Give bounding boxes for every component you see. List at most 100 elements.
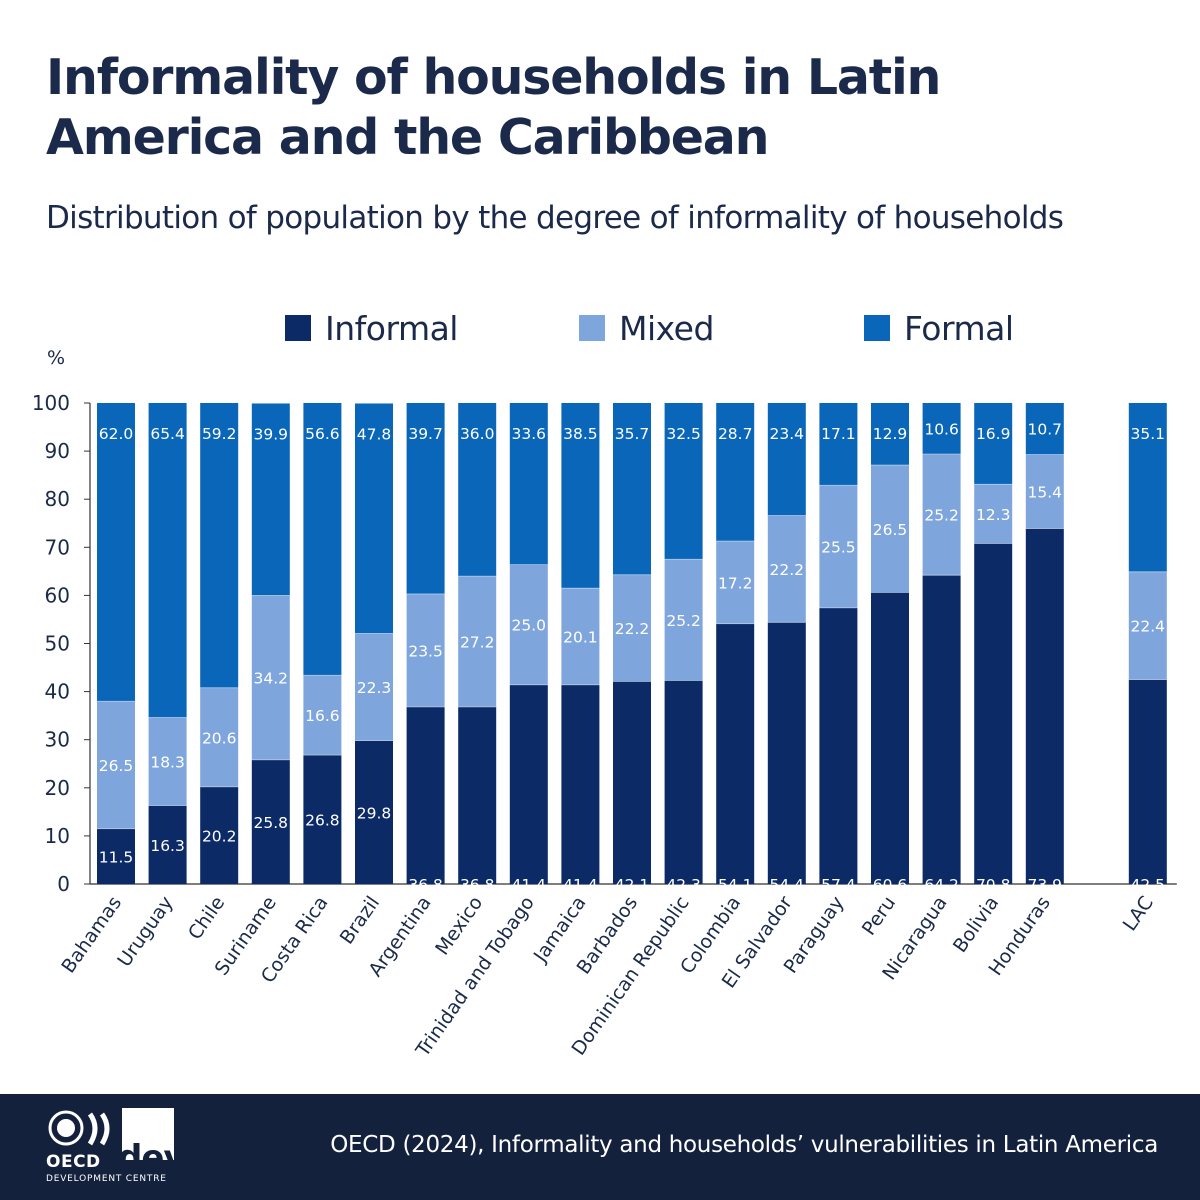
oecd-dev-logo: OECD dev DEVELOPMENT CENTRE (46, 1108, 186, 1188)
data-label-mixed: 25.2 (666, 612, 701, 630)
data-label-formal: 59.2 (202, 425, 237, 443)
data-label-formal: 47.8 (357, 425, 392, 443)
data-label-formal: 65.4 (150, 425, 185, 443)
data-label-formal: 39.7 (408, 425, 443, 443)
data-label-formal: 28.7 (718, 425, 753, 443)
bar-segment-formal (355, 403, 393, 634)
bar-segment-informal (561, 684, 600, 884)
data-label-formal: 56.6 (305, 425, 340, 443)
x-category-label: Bolivia (949, 892, 1003, 957)
bar-segment-formal (819, 403, 858, 486)
logo-oecd-text: OECD (46, 1152, 101, 1172)
data-label-mixed: 25.2 (924, 507, 959, 525)
bar-segment-mixed (355, 633, 393, 741)
data-label-informal: 16.3 (150, 837, 185, 855)
bar-segment-informal (922, 575, 961, 884)
data-label-informal: 20.2 (202, 827, 237, 845)
bar-segment-formal (1025, 403, 1064, 455)
y-axis-unit-label: % (47, 347, 65, 369)
globe-icon (48, 1110, 84, 1146)
bar-segment-mixed (303, 675, 342, 756)
bar-segment-formal (148, 403, 187, 718)
footer-bar: OECD dev DEVELOPMENT CENTRE OECD (2024),… (0, 1094, 1200, 1200)
legend-label-informal: Informal (325, 308, 458, 348)
bar-segment-mixed (716, 541, 755, 624)
bar-segment-formal (97, 403, 135, 702)
data-label-formal: 12.9 (873, 425, 908, 443)
x-category-label: Peru (858, 892, 900, 939)
oecd-arcs-icon (87, 1112, 110, 1146)
data-label-formal: 10.6 (924, 420, 959, 438)
data-label-mixed: 16.6 (305, 707, 340, 725)
legend-label-formal: Formal (904, 308, 1014, 348)
bar-segment-mixed (561, 588, 600, 685)
data-label-mixed: 34.2 (254, 670, 289, 688)
data-label-mixed: 22.4 (1131, 618, 1166, 636)
data-label-mixed: 25.5 (821, 539, 856, 557)
data-label-mixed: 12.3 (976, 506, 1011, 524)
data-label-informal: 42.5 (1131, 876, 1166, 894)
data-label-informal: 70.8 (976, 876, 1011, 894)
data-label-informal: 42.1 (615, 876, 650, 894)
data-label-mixed: 20.1 (563, 629, 598, 647)
logo-dev-text: dev (118, 1138, 186, 1178)
data-label-formal: 32.5 (666, 425, 701, 443)
bar-segment-mixed (664, 559, 703, 681)
legend-label-mixed: Mixed (619, 308, 714, 348)
data-label-mixed: 20.6 (202, 729, 237, 747)
data-label-informal: 73.9 (1028, 876, 1063, 894)
bar-segment-informal (509, 684, 548, 884)
data-label-formal: 17.1 (821, 425, 856, 443)
data-label-informal: 54.4 (770, 876, 805, 894)
bar-segment-mixed (200, 687, 239, 787)
bar-segment-formal (974, 403, 1013, 485)
bar-segment-formal (458, 403, 497, 577)
data-label-mixed: 26.5 (873, 521, 908, 539)
stacked-bar-chart: % 0 10 20 30 40 50 60 70 80 90 100 11.5 26.5 62.0 Baham… (32, 347, 1177, 1062)
bar-segment-informal (613, 681, 651, 884)
data-label-formal: 38.5 (563, 425, 598, 443)
data-label-informal: 64.2 (924, 876, 959, 894)
x-category-label: Chile (184, 892, 229, 944)
legend-item-mixed: Mixed (579, 308, 714, 348)
x-category-label: Bahamas (57, 892, 126, 977)
data-label-formal: 36.0 (460, 425, 495, 443)
data-label-informal: 26.8 (305, 812, 340, 830)
logo-development-centre-text: DEVELOPMENT CENTRE (46, 1174, 167, 1184)
bar-segment-informal (200, 786, 239, 884)
bar-segment-formal (509, 403, 548, 565)
legend: Informal Mixed Formal (0, 308, 1200, 348)
data-label-formal: 10.7 (1028, 421, 1063, 439)
bar-segment-informal (716, 623, 755, 884)
bar-segment-formal (613, 403, 651, 575)
legend-item-informal: Informal (285, 308, 458, 348)
data-label-informal: 36.8 (408, 876, 443, 894)
chart-title: Informality of households in Latin Ameri… (46, 49, 941, 166)
bar-segment-informal (819, 607, 858, 884)
bar-segment-informal (148, 805, 187, 884)
data-label-informal: 41.4 (512, 876, 547, 894)
bar-segment-mixed (97, 701, 135, 829)
bar-segment-mixed (974, 484, 1013, 544)
data-label-informal: 25.8 (254, 814, 289, 832)
dev-logo-block (122, 1108, 174, 1160)
x-category-label: Brazil (336, 892, 384, 948)
bar-segment-formal (251, 403, 290, 596)
legend-item-formal: Formal (864, 308, 1014, 348)
bar-segment-informal (1025, 528, 1064, 884)
source-citation: OECD (2024), Informality and households’… (330, 1132, 1158, 1158)
data-label-mixed: 22.2 (615, 620, 650, 638)
data-label-mixed: 22.3 (357, 679, 392, 697)
legend-swatch-mixed (579, 315, 605, 341)
data-label-informal: 11.5 (99, 848, 134, 866)
data-label-formal: 35.1 (1131, 425, 1166, 443)
y-tick-label: 10 (45, 824, 70, 848)
y-tick-label: 20 (45, 776, 70, 800)
bar-segment-formal (200, 403, 239, 688)
data-label-informal: 42.3 (666, 876, 701, 894)
bar-segment-formal (303, 403, 342, 676)
y-tick-label: 0 (57, 872, 70, 896)
bar-segment-mixed (819, 485, 858, 608)
y-tick-label: 60 (45, 583, 70, 607)
data-label-formal: 16.9 (976, 425, 1011, 443)
